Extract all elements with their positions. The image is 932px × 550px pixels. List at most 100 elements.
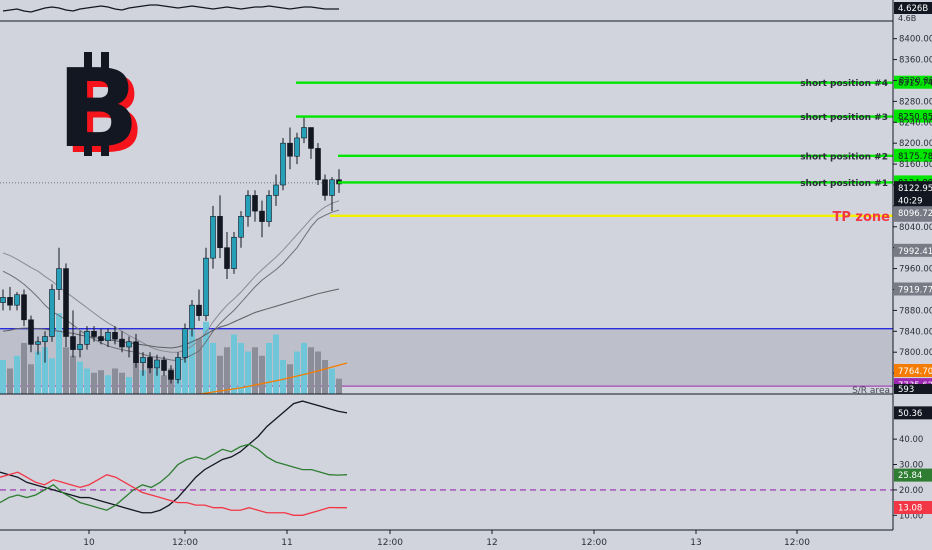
oscillator-tick-label: 30.00 [899, 461, 923, 471]
candle [98, 328, 104, 345]
volume-bar [126, 377, 132, 394]
candle-body [259, 210, 265, 222]
price-axis-background [893, 0, 932, 550]
candle-body [168, 370, 174, 380]
price-axis[interactable]: 8315.748250.858175.788124.898061.058400.… [893, 35, 932, 395]
price-badge-bg [894, 364, 932, 378]
candle-body [126, 341, 132, 348]
candle-body [196, 304, 202, 316]
candle [84, 326, 90, 350]
top-indicator-badge: 4.626B [898, 4, 928, 14]
level-price-badge-bg [894, 148, 932, 162]
level-label: short position #4 [800, 79, 888, 89]
candle [294, 132, 300, 165]
top-indicator-sublabel: 4.6B [898, 14, 916, 23]
volume-bar [147, 364, 153, 394]
volume-bar [294, 351, 300, 394]
price-badge-bg [894, 282, 932, 296]
price-badge: 7992.41 [898, 247, 932, 257]
price-badge-bg [894, 193, 932, 207]
oscillator-tick-label: 20.00 [899, 486, 923, 496]
candle-body [0, 297, 6, 303]
volume-bar [280, 360, 286, 394]
candle-body [98, 336, 104, 342]
candle [308, 127, 314, 159]
time-tick-label: 11 [281, 538, 292, 548]
price-badge-bg [894, 206, 932, 220]
moving-average-3 [2, 288, 340, 349]
price-tick-label: 8160.00 [899, 160, 932, 170]
candle [35, 336, 41, 355]
volume-bar [98, 370, 104, 394]
oscillator-series-3 [0, 471, 347, 516]
volume-bar [308, 347, 314, 394]
volume-bar [35, 351, 41, 394]
level-label: short position #3 [800, 113, 888, 123]
candle-body [308, 127, 314, 149]
price-badge: 8096.72 [898, 209, 932, 219]
candle [245, 190, 251, 227]
volume-bar [245, 351, 251, 394]
candle-body [280, 142, 286, 186]
candle-body [105, 332, 111, 342]
price-tick-label: 7800.00 [899, 348, 932, 358]
candle-body [77, 344, 83, 350]
candle-body [21, 294, 27, 321]
candle [217, 195, 223, 259]
time-axis[interactable]: 10 12:00 11 12:00 12 12:00 13 12:00 [83, 530, 810, 548]
oscillator-badge-bg [894, 500, 932, 514]
price-pane[interactable]: S/R area short position #4 short position … [0, 79, 893, 396]
candle-body [294, 137, 300, 157]
candle-body [140, 357, 146, 363]
bitcoin-logo-bar-3 [84, 138, 92, 156]
candle-body [56, 268, 62, 290]
candle [91, 326, 97, 342]
candle-body [329, 179, 335, 196]
candle [175, 352, 181, 384]
volume-bar [189, 330, 195, 394]
candle [133, 333, 139, 368]
price-tick-label: 8200.00 [899, 139, 932, 149]
volume-bar [140, 370, 146, 394]
candle-body [238, 216, 244, 238]
candle [105, 328, 111, 347]
candle-body [210, 216, 216, 259]
candle [210, 205, 216, 269]
moving-average-1 [2, 209, 340, 362]
level-price-badge-bg [894, 75, 932, 89]
price-badge: 7919.77 [898, 285, 932, 295]
candle [252, 190, 258, 222]
top-indicator-line [2, 4, 339, 13]
volume-bar [91, 372, 97, 394]
candle-body [189, 304, 195, 329]
candle-body [147, 357, 153, 369]
candle-body [7, 297, 13, 306]
volume-bar [14, 355, 20, 394]
volume-bar [154, 368, 160, 394]
volume-bar [336, 378, 342, 394]
volume-ma-line [199, 362, 348, 395]
candle [56, 247, 62, 300]
bitcoin-logo-bar-1 [84, 52, 92, 68]
candle-body [231, 236, 237, 269]
candle [63, 263, 69, 347]
volume-bar [315, 351, 321, 394]
oscillator-badge-bg [894, 406, 932, 420]
volume-bar [322, 360, 328, 394]
candle-body [91, 330, 97, 337]
candle-body [266, 195, 272, 222]
volume-badge: 593 [898, 385, 914, 395]
time-tick-label: 12:00 [172, 538, 198, 548]
time-tick-label: 12:00 [784, 538, 810, 548]
candle-body [119, 338, 125, 348]
candle-body [63, 268, 69, 337]
oscillator-badge: 13.08 [898, 503, 922, 513]
candle-body [28, 319, 34, 345]
candle [77, 331, 83, 358]
candle-body [35, 341, 41, 345]
candle-body [175, 357, 181, 380]
price-badge: 8122.95 [898, 184, 932, 194]
candle [322, 174, 328, 201]
